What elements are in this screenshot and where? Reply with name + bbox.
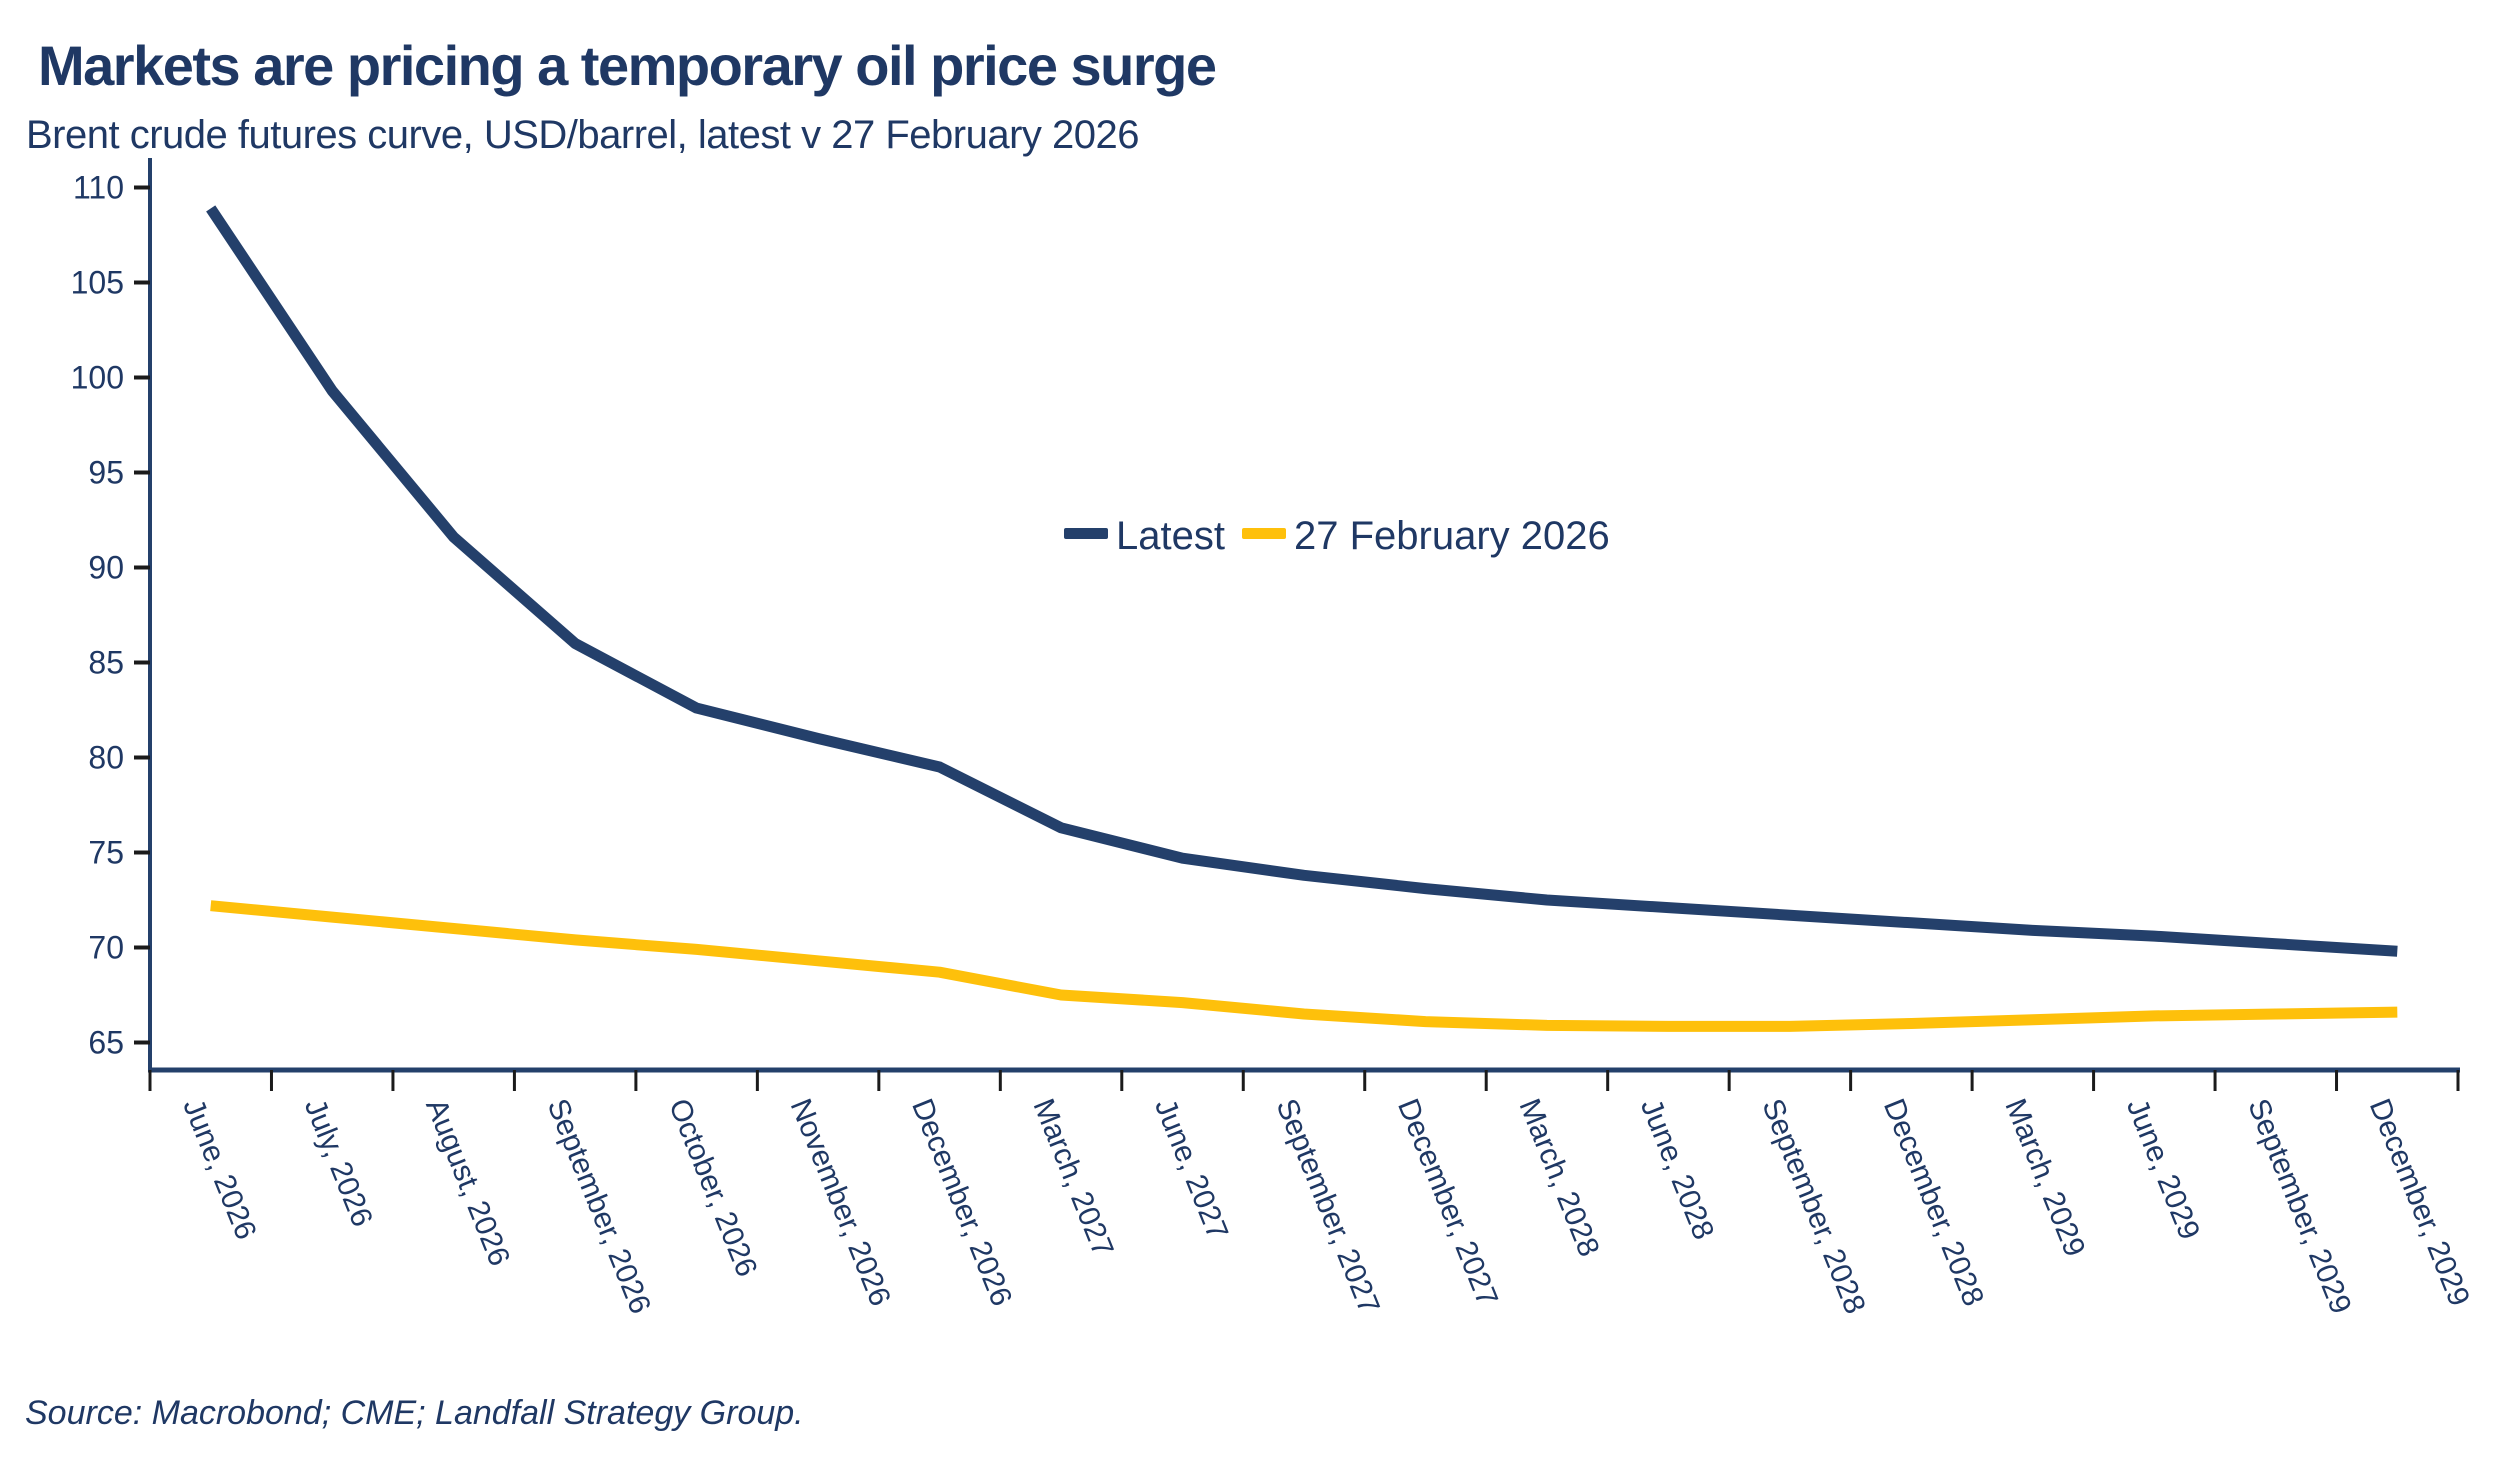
y-tick-label: 75	[88, 835, 124, 871]
x-tick-label: September, 2027	[1270, 1094, 1386, 1318]
latest-series-line	[206, 205, 2398, 957]
x-tick-label: June, 2027	[1148, 1094, 1234, 1244]
y-tick-label: 80	[88, 740, 124, 776]
x-tick-label: December, 2029	[2363, 1094, 2476, 1310]
legend-label-feb: 27 February 2026	[1294, 514, 1610, 558]
x-tick-label: June, 2026	[176, 1094, 262, 1244]
y-tick-label: 85	[88, 645, 124, 681]
chart-subtitle: Brent crude futures curve, USD/barrel, l…	[26, 113, 1139, 157]
x-tick-label: June, 2028	[1634, 1094, 1720, 1244]
x-tick-label: October, 2026	[662, 1094, 763, 1281]
data-series	[206, 205, 2398, 1032]
x-tick-label: June, 2029	[2120, 1094, 2206, 1244]
y-tick-label: 70	[88, 930, 124, 966]
legend-swatch-feb	[1242, 528, 1286, 539]
y-axis: 65 70 75 80 85 90 95 100 105 110	[71, 158, 152, 1070]
x-tick-label: September, 2028	[1755, 1094, 1871, 1318]
x-tick-label: December, 2028	[1877, 1094, 1990, 1310]
x-tick-label: March, 2028	[1512, 1094, 1605, 1261]
x-tick-label: July, 2026	[298, 1094, 379, 1231]
y-tick-label: 110	[73, 170, 124, 206]
x-tick-label: September, 2029	[2241, 1094, 2357, 1318]
y-tick-label: 90	[88, 550, 124, 586]
y-tick-label: 105	[71, 265, 124, 301]
x-tick-label: December, 2026	[905, 1094, 1018, 1310]
x-tick-label: March, 2027	[1027, 1094, 1120, 1261]
x-tick-label: December, 2027	[1391, 1094, 1504, 1310]
y-tick-label: 100	[71, 360, 124, 396]
x-tick-label: November, 2026	[784, 1094, 897, 1310]
legend-label-latest: Latest	[1116, 514, 1225, 558]
feb-2026-series-line	[210, 900, 2398, 1032]
x-tick-label: September, 2026	[541, 1094, 657, 1318]
legend: Latest 27 February 2026	[1064, 514, 1610, 558]
x-axis: June, 2026 July, 2026 August, 2026 Septembe…	[148, 1067, 2476, 1318]
legend-swatch-latest	[1064, 528, 1108, 539]
source-note: Source: Macrobond; CME; Landfall Strateg…	[25, 1394, 804, 1432]
x-tick-label: August, 2026	[419, 1094, 516, 1270]
x-tick-label: March, 2029	[1998, 1094, 2091, 1261]
chart-title: Markets are pricing a temporary oil pric…	[38, 34, 1216, 97]
y-tick-label: 65	[88, 1025, 124, 1061]
y-tick-label: 95	[88, 455, 124, 491]
